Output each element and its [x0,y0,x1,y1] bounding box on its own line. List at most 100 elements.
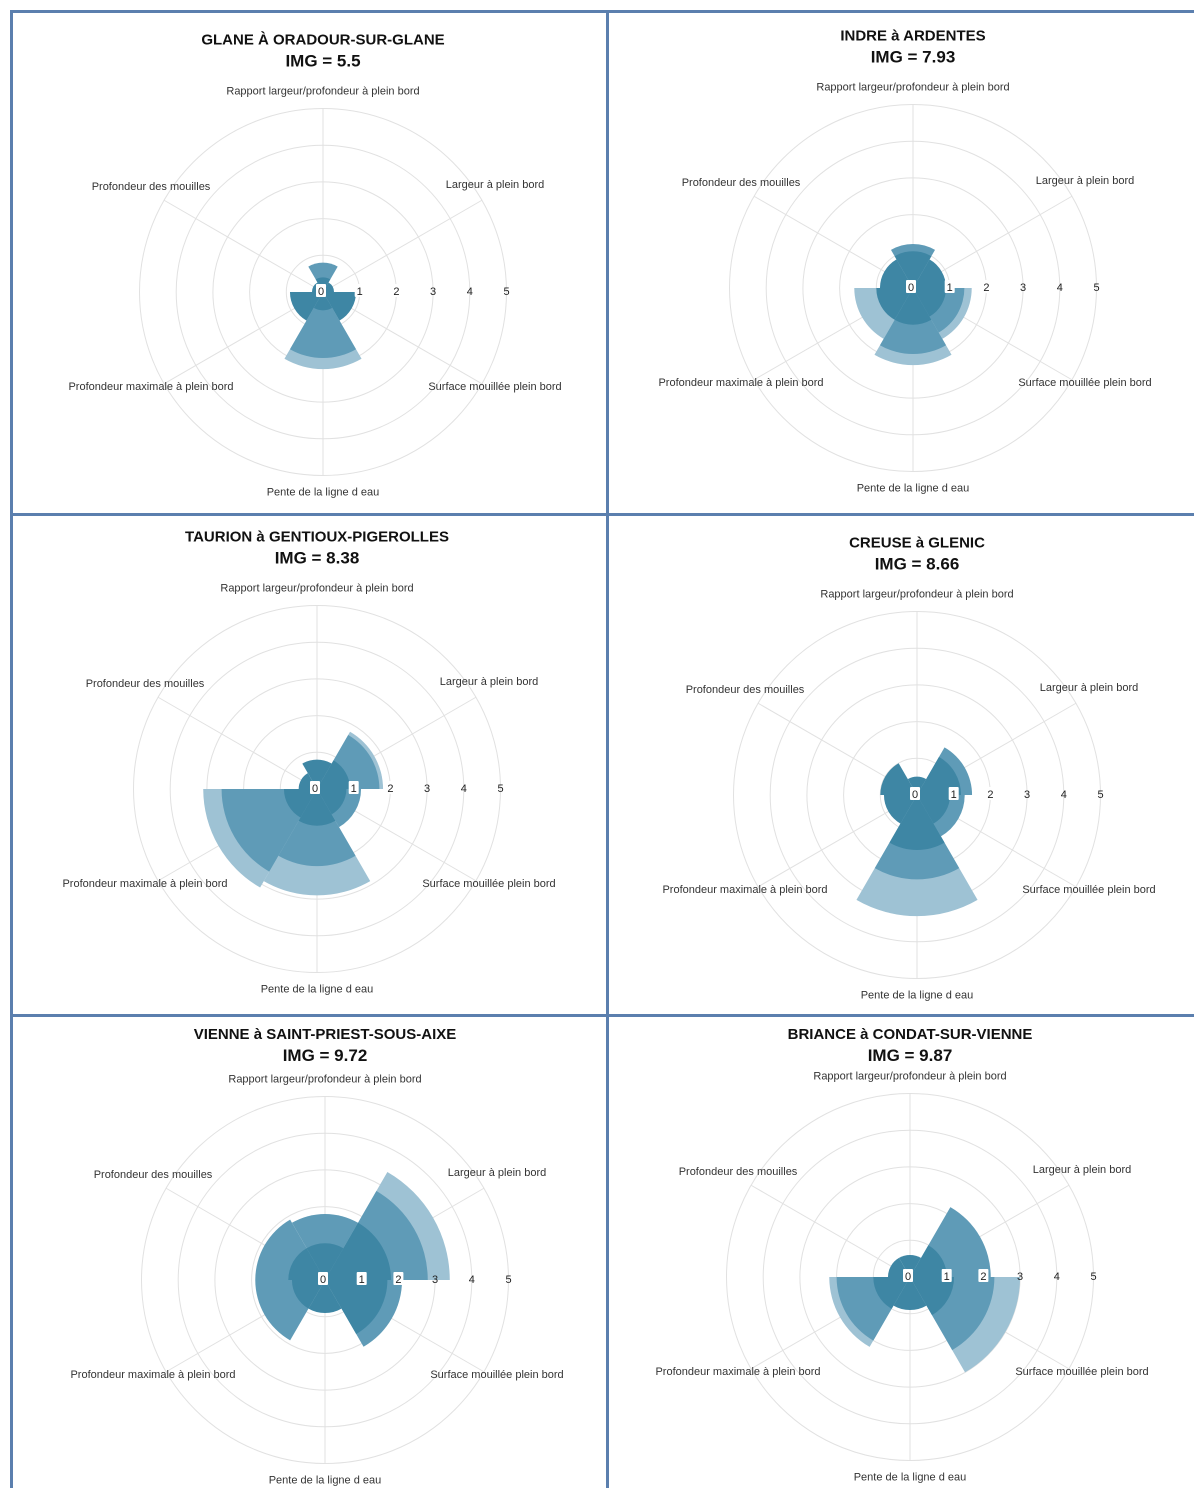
wedge-s1-3 [917,795,951,824]
wedge-s1-4 [308,1280,342,1314]
svg-text:0: 0 [318,286,324,298]
axis-label-4: Pente de la ligne d eau [857,483,970,495]
radial-tick-1: 1 [356,1272,367,1286]
svg-text:5: 5 [505,1274,511,1286]
chart-panel-6: 0 1 2 3 4 5 Rapport largeur/profondeur à plein… [609,1017,1194,1488]
wedge-s1-1 [306,1243,344,1280]
figure-frame [10,10,1194,1488]
axis-label-6: Profondeur des mouilles [94,1169,213,1181]
wedge-s1-1 [907,776,927,795]
svg-text:0: 0 [320,1274,326,1286]
wedge-s1-3 [325,1280,388,1335]
wedge-s1-6 [880,763,917,795]
radial-tick-0: 0 [910,787,920,801]
radial-tick-1: 1 [941,1269,952,1283]
wedge-s1-5 [291,1280,325,1309]
axis-label-5: Profondeur maximale à plein bord [70,1369,235,1381]
wedge-s1-4 [894,288,932,325]
svg-text:4: 4 [461,783,467,795]
polar-chart-3: 0 1 2 3 4 5 Rapport largeur/profondeur à plein… [62,529,555,996]
radial-tick-1: 1 [944,280,955,294]
radial-tick-3: 3 [424,783,430,795]
wedge-s1-2 [917,756,962,795]
chart-title: TAURION à GENTIOUX-PIGEROLLES [185,529,449,546]
axis-label-6: Profondeur des mouilles [86,678,205,690]
radial-tick-0: 0 [318,1272,328,1286]
grid-spoke-6 [157,696,318,790]
radial-tick-1: 1 [948,787,959,801]
axis-label-5: Profondeur maximale à plein bord [662,884,827,896]
polar-chart-6: 0 1 2 3 4 5 Rapport largeur/profondeur à plein… [655,1026,1148,1484]
wedge-s1-3 [323,292,357,321]
axis-label-3: Surface mouillée plein bord [428,381,561,393]
svg-text:2: 2 [983,282,989,294]
svg-text:3: 3 [1024,789,1030,801]
svg-text:5: 5 [1090,1271,1096,1283]
radial-tick-2: 2 [385,781,396,795]
svg-text:1: 1 [947,282,953,294]
wedge-s1-3 [317,789,347,815]
axis-label-4: Pente de la ligne d eau [861,990,974,1002]
axis-label-3: Surface mouillée plein bord [1015,1366,1148,1378]
wedge-s1-4 [889,795,945,851]
svg-text:4: 4 [469,1274,475,1286]
axis-label-1: Rapport largeur/profondeur à plein bord [228,1074,421,1086]
radial-tick-0: 0 [310,781,320,795]
svg-text:2: 2 [395,1274,401,1286]
chart-title: GLANE À ORADOUR-SUR-GLANE [201,32,444,49]
chart-panel-5: 0 1 2 3 4 5 Rapport largeur/profondeur à plein… [13,1017,606,1488]
img-score: IMG = 8.66 [875,555,960,574]
axis-label-3: Surface mouillée plein bord [1018,377,1151,389]
img-score: IMG = 9.87 [868,1046,953,1065]
svg-text:3: 3 [1017,1271,1023,1283]
wedge-s1-6 [879,259,913,288]
wedge-s1-6 [288,1248,325,1280]
radial-tick-2: 2 [981,280,992,294]
chart-panel-3: 0 1 2 3 4 5 Rapport largeur/profondeur à plein… [13,516,606,1014]
axis-label-2: Largeur à plein bord [1033,1164,1131,1176]
radial-tick-5: 5 [1090,1271,1096,1283]
chart-title: VIENNE à SAINT-PRIEST-SOUS-AIXE [194,1026,457,1043]
wedge-s1-2 [325,1222,392,1280]
svg-text:3: 3 [430,286,436,298]
horizontal-divider-1 [10,513,1194,516]
wedge-s1-1 [302,759,332,789]
wedge-s1-3 [910,1277,955,1316]
svg-text:2: 2 [980,1271,986,1283]
radial-tick-3: 3 [430,286,436,298]
radial-tick-4: 4 [1057,282,1063,294]
img-score: IMG = 5.5 [285,52,360,71]
polar-chart-4: 0 1 2 3 4 5 Rapport largeur/profondeur à plein… [662,535,1155,1002]
wedge-s1-3 [913,288,947,317]
wedge-s1-5 [883,795,917,824]
vertical-divider [606,10,609,1488]
svg-text:5: 5 [503,286,509,298]
svg-text:3: 3 [432,1274,438,1286]
svg-text:4: 4 [1061,789,1067,801]
svg-text:3: 3 [424,783,430,795]
axis-label-5: Profondeur maximale à plein bord [655,1366,820,1378]
grid-spoke-6 [163,199,324,293]
svg-text:1: 1 [351,783,357,795]
svg-text:0: 0 [312,783,318,795]
svg-text:2: 2 [987,789,993,801]
wedge-s1-2 [910,1245,947,1277]
svg-text:5: 5 [1093,282,1099,294]
radial-tick-5: 5 [1097,789,1103,801]
wedge-s2-4 [278,789,356,867]
radial-tick-4: 4 [1054,1271,1060,1283]
wedge-s1-5 [876,288,913,320]
img-score: IMG = 9.72 [283,1046,368,1065]
wedge-s1-1 [894,251,932,288]
axis-label-6: Profondeur des mouilles [92,181,211,193]
wedge-s1-2 [317,760,351,789]
radial-tick-2: 2 [985,787,996,801]
grid-spoke-6 [750,1184,911,1278]
axis-label-3: Surface mouillée plein bord [430,1369,563,1381]
svg-text:4: 4 [1054,1271,1060,1283]
svg-text:1: 1 [951,789,957,801]
svg-text:0: 0 [908,282,914,294]
wedge-s1-4 [313,292,333,311]
svg-text:1: 1 [357,286,363,298]
svg-text:5: 5 [1097,789,1103,801]
